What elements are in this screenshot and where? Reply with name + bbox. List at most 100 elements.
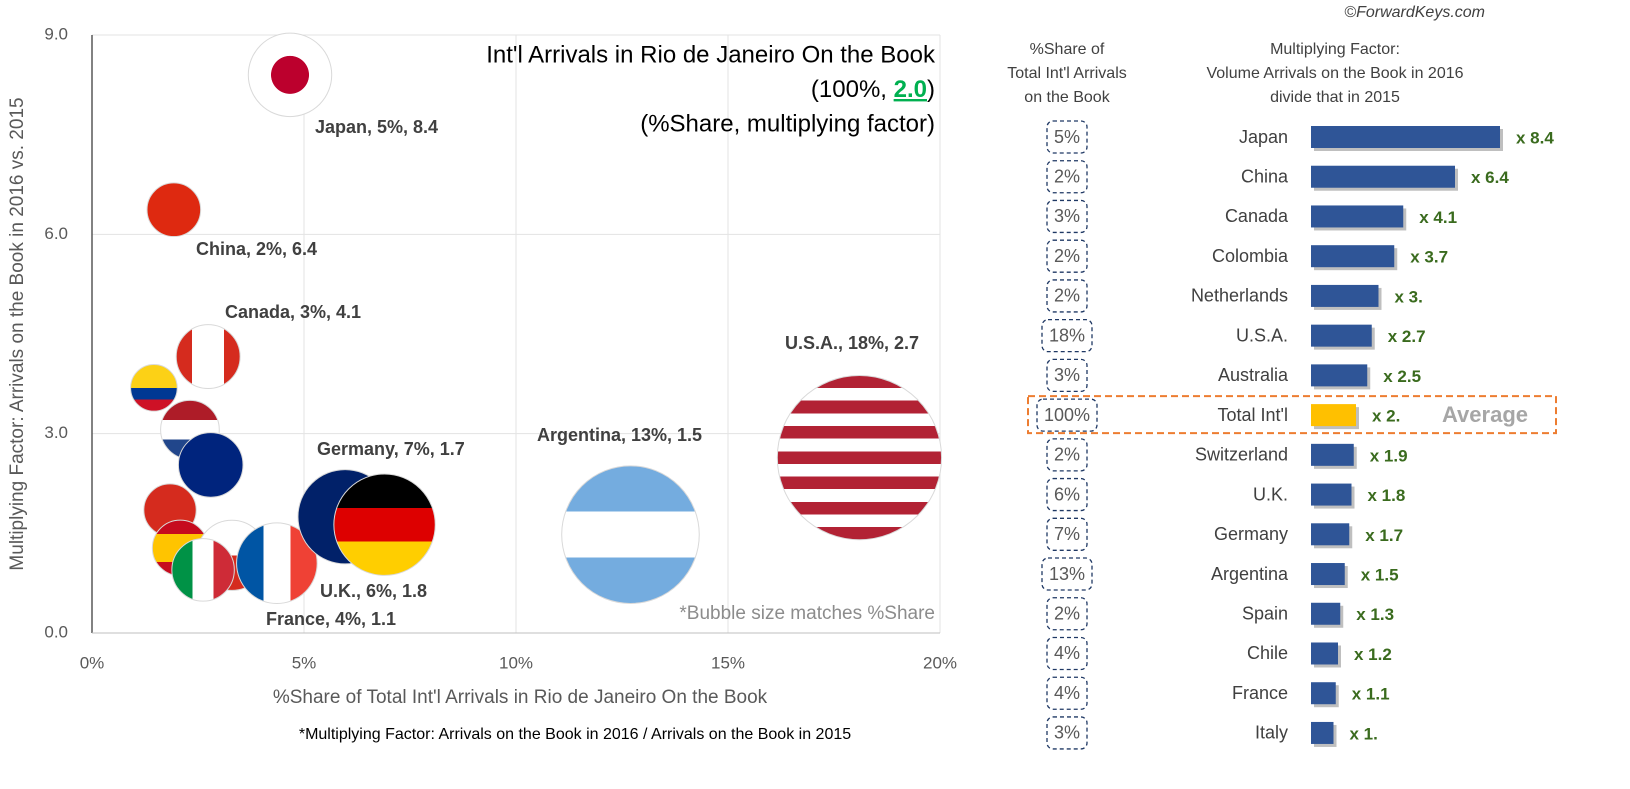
bar <box>1311 523 1350 546</box>
share-box <box>1041 318 1093 353</box>
x-axis-label: %Share of Total Int'l Arrivals in Rio de… <box>273 687 768 708</box>
category-label: Germany <box>1214 524 1288 544</box>
bar <box>1311 245 1395 268</box>
share-box <box>1046 279 1088 313</box>
share-box <box>1046 438 1088 472</box>
bubble-label: Germany, 7%, 1.7 <box>317 439 465 459</box>
share-label: 3% <box>1054 206 1080 226</box>
column-header: divide that in 2015 <box>1270 89 1400 106</box>
share-box <box>1041 557 1093 591</box>
share-label: 2% <box>1054 246 1080 266</box>
chart-subtitle: (100%, 2.0) <box>811 76 935 103</box>
note: *Bubble size matches %Share <box>679 603 935 624</box>
category-label: Switzerland <box>1195 445 1288 465</box>
share-box <box>1046 676 1088 710</box>
bar <box>1311 404 1356 427</box>
category-label: Argentina <box>1211 564 1289 584</box>
value-label: x 1.7 <box>1365 526 1403 545</box>
value-label: x 2.5 <box>1383 367 1421 386</box>
bar <box>1311 602 1341 625</box>
category-label: Canada <box>1225 206 1289 226</box>
bubble <box>171 538 235 602</box>
bubble-label: U.S.A., 18%, 2.7 <box>785 333 919 353</box>
share-label: 4% <box>1054 683 1080 703</box>
column-header: %Share of <box>1030 41 1105 58</box>
column-header: on the Book <box>1024 89 1110 106</box>
value-label: x 1.5 <box>1361 566 1399 585</box>
share-label: 3% <box>1054 365 1080 385</box>
share-box <box>1046 517 1088 551</box>
bubble <box>776 374 943 541</box>
value-label: x 4.1 <box>1419 208 1457 227</box>
bar <box>1311 205 1404 228</box>
bubble <box>130 363 178 412</box>
value-label: x 6.4 <box>1471 168 1509 187</box>
share-box <box>1046 636 1088 671</box>
value-label: x 3.7 <box>1410 248 1448 267</box>
share-label: 100% <box>1044 405 1090 425</box>
bubble <box>561 465 700 604</box>
category-label: Colombia <box>1212 246 1289 266</box>
subtitle-part: (100%, <box>811 76 894 103</box>
bar <box>1311 483 1352 506</box>
share-label: 7% <box>1054 524 1080 544</box>
x-tick-label: 10% <box>499 653 533 672</box>
bubble-label: China, 2%, 6.4 <box>196 239 317 259</box>
share-label: 3% <box>1054 723 1080 743</box>
bar <box>1311 165 1455 188</box>
bar <box>1311 324 1372 347</box>
bar <box>1311 364 1368 387</box>
bar <box>1311 682 1336 705</box>
column-header: Volume Arrivals on the Book in 2016 <box>1206 65 1463 82</box>
bubble <box>247 32 333 118</box>
share-box <box>1046 160 1088 194</box>
y-tick-label: 6.0 <box>44 224 68 243</box>
footnote: *Multiplying Factor: Arrivals on the Boo… <box>299 726 851 743</box>
average-label: Average <box>1442 402 1528 427</box>
bubble-label: France, 4%, 1.1 <box>266 609 396 629</box>
category-label: Australia <box>1218 365 1289 385</box>
value-label: x 8.4 <box>1516 128 1554 147</box>
column-header: Total Int'l Arrivals <box>1007 65 1127 82</box>
bar <box>1311 443 1354 466</box>
value-label: x 1.9 <box>1370 446 1408 465</box>
category-label: Japan <box>1239 127 1288 147</box>
category-label: China <box>1241 166 1289 186</box>
bubble-label: U.K., 6%, 1.8 <box>320 581 427 601</box>
share-box <box>1036 398 1098 432</box>
share-label: 2% <box>1054 604 1080 624</box>
credit: ©ForwardKeys.com <box>1344 4 1485 21</box>
bar <box>1311 642 1338 665</box>
bar <box>1311 126 1500 148</box>
value-label: x 1.1 <box>1352 685 1390 704</box>
category-label: Chile <box>1247 643 1288 663</box>
share-box <box>1046 358 1088 393</box>
average-box <box>1027 395 1557 435</box>
category-label: Netherlands <box>1191 286 1288 306</box>
share-box <box>1046 597 1088 631</box>
bar <box>1311 563 1345 586</box>
bubble-label: Argentina, 13%, 1.5 <box>537 425 702 445</box>
chart-title: Int'l Arrivals in Rio de Janeiro On the … <box>486 41 936 68</box>
bar <box>1311 284 1379 307</box>
bar <box>1311 721 1334 744</box>
category-label: U.S.A. <box>1236 325 1288 345</box>
subtitle-part: 2.0 <box>894 76 927 103</box>
share-box <box>1046 120 1088 154</box>
category-label: U.K. <box>1253 484 1288 504</box>
x-tick-label: 15% <box>711 653 745 672</box>
share-label: 18% <box>1049 325 1085 345</box>
share-label: 2% <box>1054 286 1080 306</box>
value-label: x 2. <box>1372 407 1400 426</box>
share-label: 5% <box>1054 127 1080 147</box>
y-tick-label: 3.0 <box>44 423 68 442</box>
share-box <box>1046 716 1088 750</box>
bubble-label: Canada, 3%, 4.1 <box>225 302 361 322</box>
bubble <box>333 473 436 576</box>
share-box <box>1046 477 1088 512</box>
value-label: x 1. <box>1350 724 1378 743</box>
value-label: x 1.3 <box>1356 605 1394 624</box>
value-label: x 1.8 <box>1368 486 1406 505</box>
bubble <box>177 432 244 498</box>
